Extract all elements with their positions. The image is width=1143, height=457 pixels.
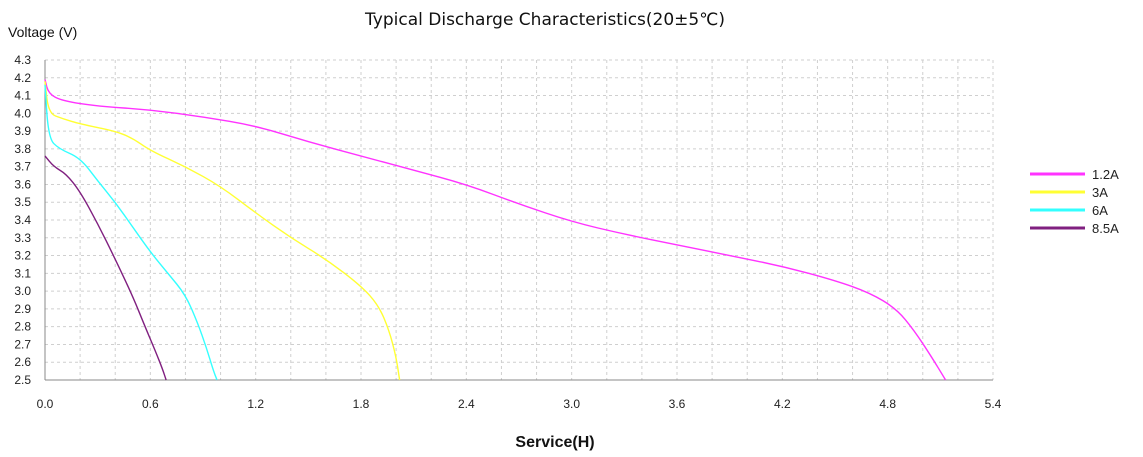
x-tick-label: 4.8	[879, 397, 896, 411]
y-tick-label: 3.1	[14, 266, 31, 280]
y-tick-label: 3.5	[14, 195, 31, 209]
y-tick-label: 3.3	[14, 231, 31, 245]
grid-lines	[44, 59, 994, 381]
y-tick-labels: 4.3 4.2 4.1 4.0 3.9 3.8 3.7 3.6 3.5 3.4 3.3 3.2 3.1 3…	[14, 53, 31, 387]
x-tick-label: 3.6	[669, 397, 686, 411]
y-tick-label: 4.3	[14, 53, 31, 67]
y-tick-label: 3.4	[14, 213, 31, 227]
x-tick-label: 3.0	[563, 397, 580, 411]
x-tick-label: 4.2	[774, 397, 791, 411]
legend-label: 8.5A	[1092, 221, 1119, 236]
x-tick-label: 0.0	[37, 397, 54, 411]
series-line-1.2A	[44, 79, 947, 381]
y-tick-label: 2.5	[14, 373, 31, 387]
x-tick-label: 5.4	[985, 397, 1002, 411]
y-tick-label: 3.0	[14, 284, 31, 298]
y-tick-label: 2.9	[14, 302, 31, 316]
legend-label: 3A	[1092, 185, 1108, 200]
x-tick-label: 0.6	[142, 397, 159, 411]
y-tick-label: 4.0	[14, 106, 31, 120]
y-tick-label: 3.9	[14, 124, 31, 138]
series-line-8.5A	[44, 155, 167, 381]
y-tick-label: 3.6	[14, 177, 31, 191]
x-axis-label: Service(H)	[515, 434, 594, 451]
y-tick-label: 2.8	[14, 320, 31, 334]
y-tick-label: 2.7	[14, 337, 31, 351]
legend: 1.2A 3A 6A 8.5A	[1030, 167, 1119, 236]
y-tick-label: 3.8	[14, 142, 31, 156]
legend-label: 6A	[1092, 203, 1108, 218]
y-tick-label: 4.2	[14, 71, 31, 85]
series-line-3A	[44, 81, 401, 381]
x-tick-label: 2.4	[458, 397, 475, 411]
y-tick-label: 4.1	[14, 89, 31, 103]
y-tick-label: 2.6	[14, 355, 31, 369]
chart-title: Typical Discharge Characteristics(20±5℃)	[364, 10, 725, 30]
axes	[44, 60, 993, 381]
y-axis-label: Voltage (V)	[8, 24, 77, 40]
x-tick-label: 1.2	[247, 397, 264, 411]
series-line-6A	[44, 84, 218, 381]
legend-label: 1.2A	[1092, 167, 1119, 182]
series-lines	[44, 79, 947, 381]
x-tick-labels: 0.0 0.6 1.2 1.8 2.4 3.0 3.6 4.2 4.8 5.4	[37, 397, 1002, 411]
x-tick-label: 1.8	[353, 397, 370, 411]
y-tick-label: 3.7	[14, 160, 31, 174]
y-tick-label: 3.2	[14, 249, 31, 263]
